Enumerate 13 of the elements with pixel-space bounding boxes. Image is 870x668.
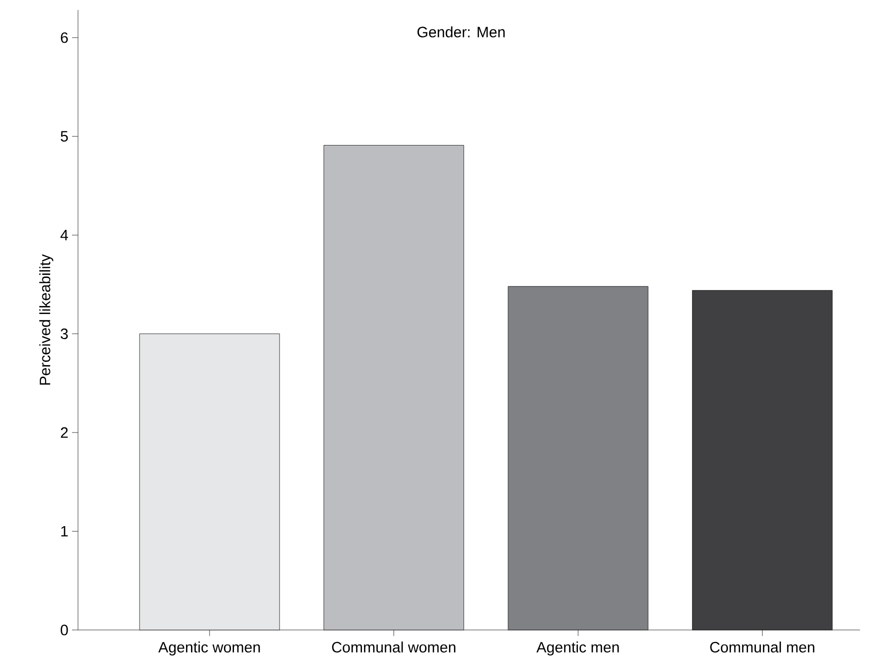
text: Gender: Men bbox=[417, 26, 505, 38]
y-tick-label: 6 bbox=[60, 32, 68, 43]
x-tick-label: Agentic women bbox=[158, 642, 260, 656]
x-tick-label: Communal men bbox=[710, 642, 814, 653]
y-tick-label: 1 bbox=[61, 526, 68, 536]
x-tick-label: Agentic men bbox=[536, 642, 619, 656]
y-axis-title: Perceived likeability bbox=[39, 254, 54, 385]
x-tick-label: Communal women bbox=[332, 642, 456, 653]
y-tick-label: 5 bbox=[60, 131, 68, 142]
y-tick-label: 0 bbox=[60, 624, 68, 636]
y-tick-label: 2 bbox=[60, 427, 68, 438]
y-tick-label: 3 bbox=[60, 328, 68, 340]
y-tick-label: 4 bbox=[60, 230, 68, 240]
